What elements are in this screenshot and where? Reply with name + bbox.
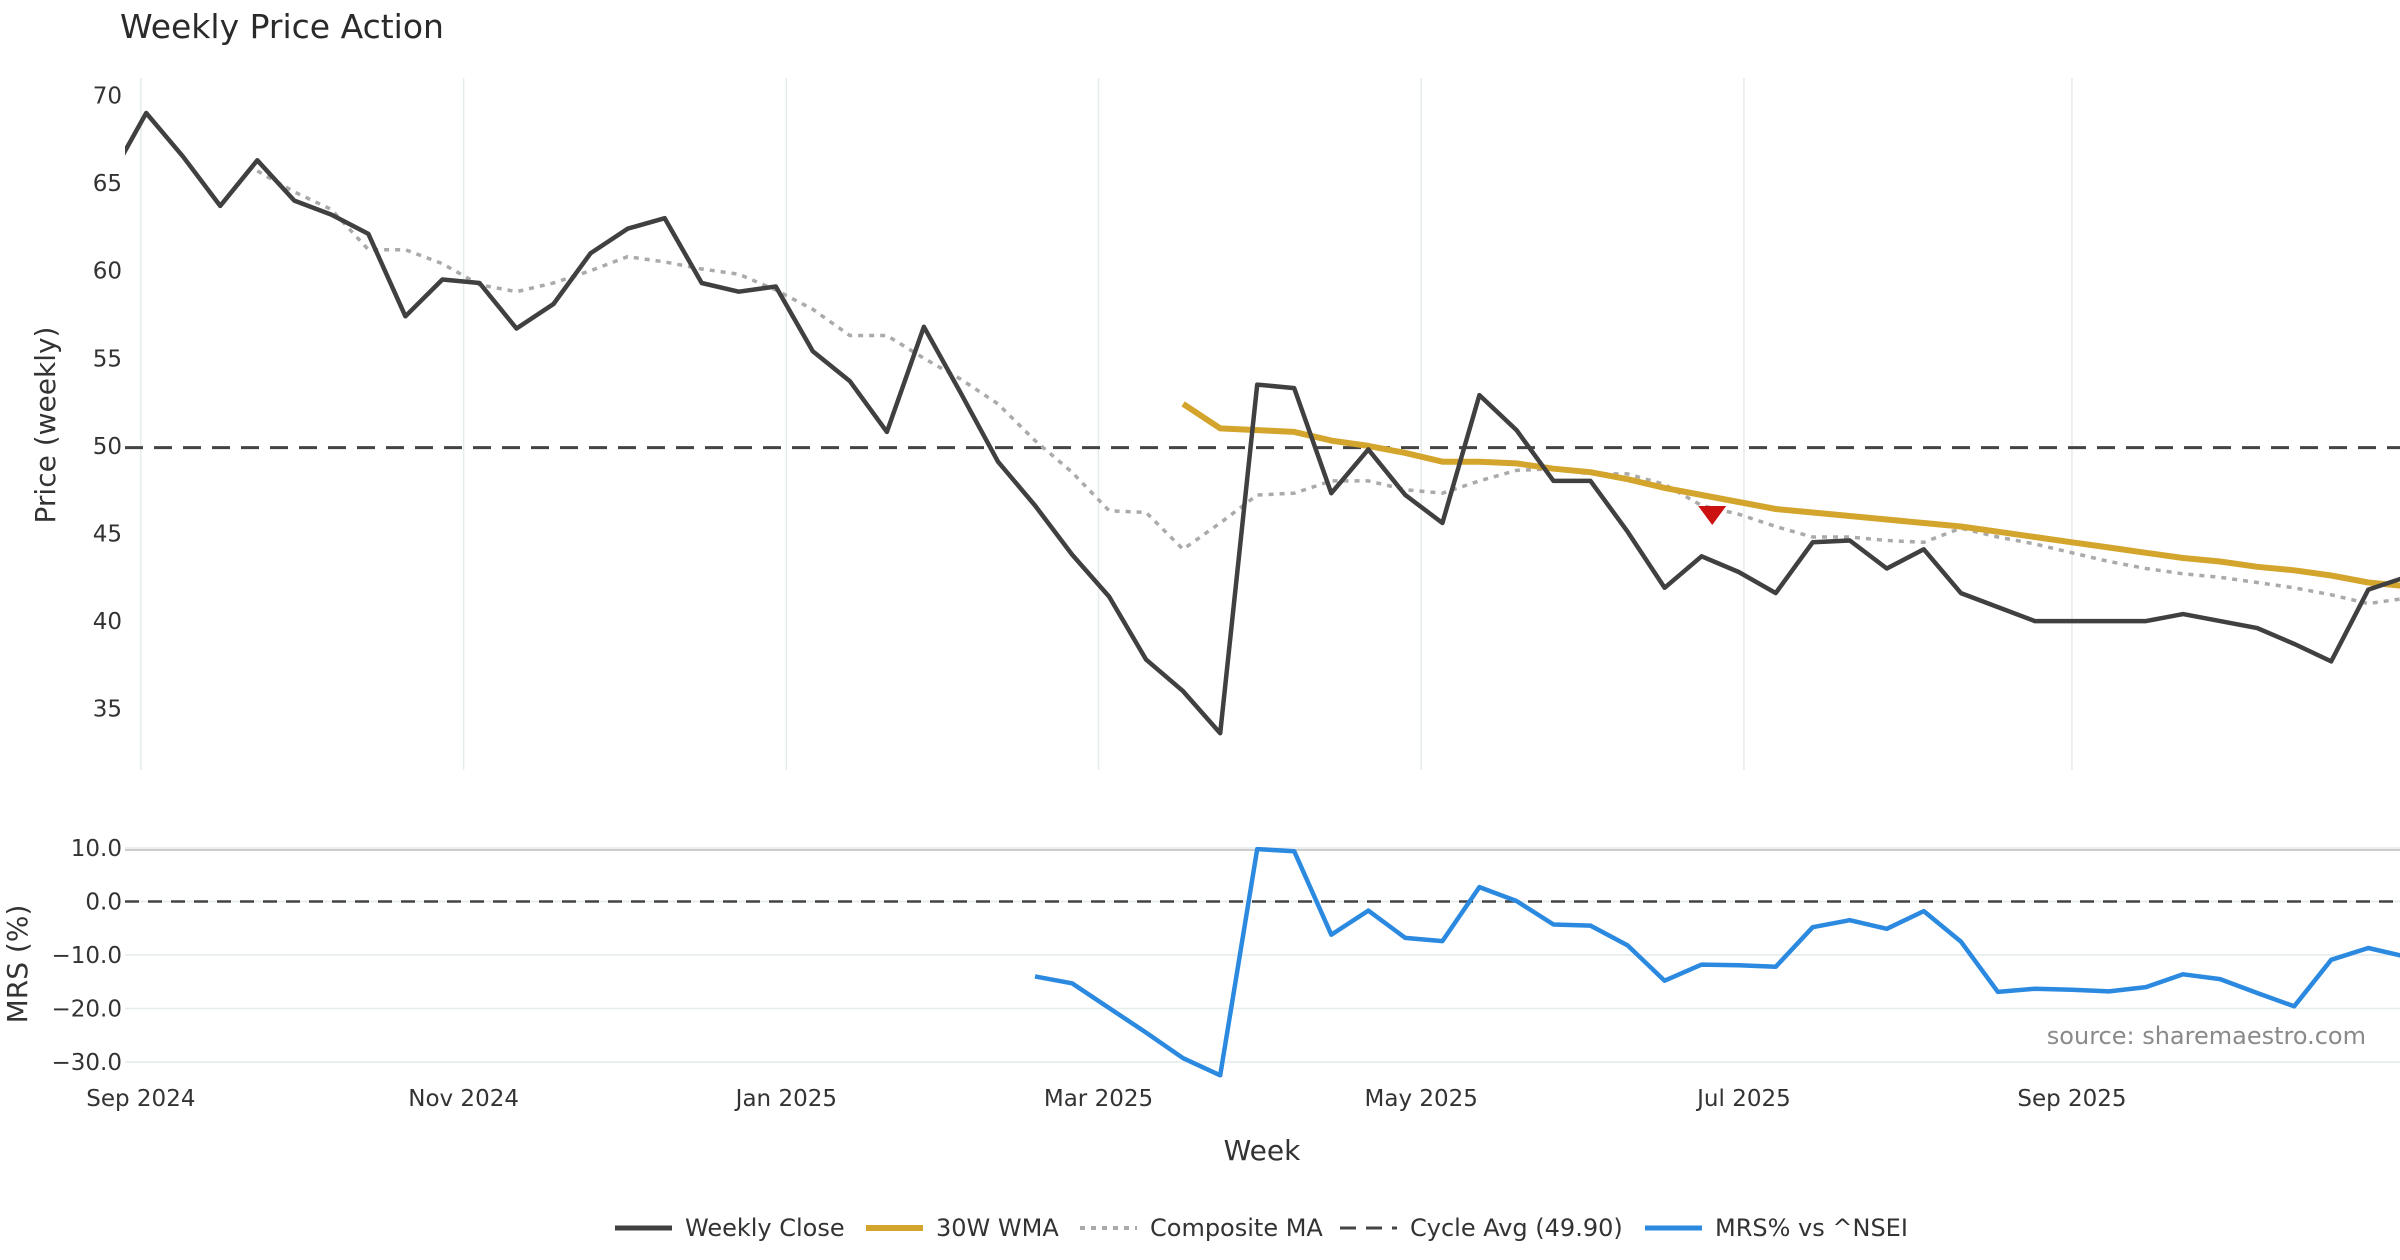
mrs-y-tick-label: 0.0 [85,890,122,916]
legend-label-wma: 30W WMA [936,1214,1059,1242]
x-tick-label: Jan 2025 [734,1086,837,1112]
weekly-close-line [125,110,2400,736]
x-tick-label: Mar 2025 [1044,1086,1153,1112]
price-y-tick-label: 50 [93,434,122,460]
30w-wma-line [1181,401,2400,589]
price-y-tick-label: 70 [93,84,122,110]
price-y-tick-label: 65 [93,171,122,197]
x-tick-label: Sep 2025 [2017,1086,2126,1112]
x-tick-label: Nov 2024 [408,1086,519,1112]
source-attribution: source: sharemaestro.com [2047,1022,2366,1050]
price-y-tick-label: 35 [93,697,122,723]
legend-label-composite: Composite MA [1150,1214,1323,1242]
chart-title: Weekly Price Action [120,7,444,46]
x-axis-label: Week [1224,1134,1301,1167]
x-tick-label: Jul 2025 [1695,1086,1791,1112]
legend-label-close: Weekly Close [685,1214,845,1242]
x-tick-label: May 2025 [1365,1086,1478,1112]
price-y-axis-label: Price (weekly) [29,327,62,524]
legend: Weekly Close 30W WMA Composite MA Cycle Avg… [615,1214,1908,1242]
mrs-y-tick-label: −10.0 [52,943,122,969]
legend-label-mrs: MRS% vs ^NSEI [1715,1214,1908,1242]
composite-ma-line [256,169,2400,606]
mrs-vs-nsei-line [1034,846,2400,1078]
x-tick-label: Sep 2024 [86,1086,195,1112]
mrs-y-tick-label: −30.0 [52,1050,122,1076]
mrs-panel [125,846,2400,1078]
price-panel [125,110,2400,736]
legend-label-cycle: Cycle Avg (49.90) [1410,1214,1623,1242]
axes-labels: Price (weekly) MRS (%) Week source: shar… [1,84,2366,1167]
mrs-y-axis-label: MRS (%) [1,905,34,1024]
price-panel-grid [140,78,2073,770]
signal-marker-icon [1698,505,1727,525]
price-y-tick-label: 45 [93,521,122,547]
price-y-tick-label: 55 [93,346,122,372]
price-y-tick-label: 40 [93,609,122,635]
mrs-y-tick-label: 10.0 [71,836,122,862]
mrs-y-tick-label: −20.0 [52,996,122,1022]
price-y-tick-label: 60 [93,259,122,285]
